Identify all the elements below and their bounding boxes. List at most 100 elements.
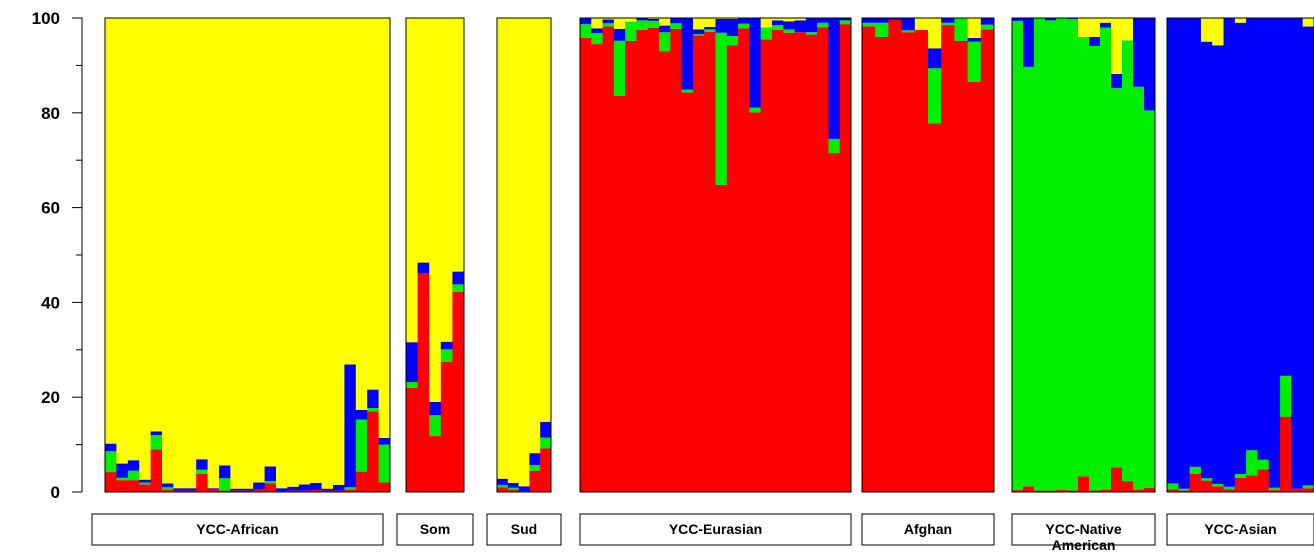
population-label-text: American	[1052, 537, 1116, 553]
bar-segment-blue	[591, 28, 603, 34]
bar-segment-red	[771, 29, 784, 492]
bar-segment-red	[647, 27, 660, 492]
bar-segment-green	[647, 20, 660, 28]
bar-segment-green	[406, 382, 418, 388]
population-panel	[579, 17, 852, 493]
bar-segment-green	[681, 89, 694, 93]
bar-segment-blue	[941, 18, 955, 23]
bar-segment-blue	[967, 37, 982, 42]
bar-segment-blue	[636, 18, 649, 21]
bar-segment-yellow	[310, 18, 322, 483]
bar-segment-red	[954, 40, 968, 492]
bar-segment-yellow	[783, 18, 795, 22]
bar-segment-red	[116, 480, 129, 492]
bar-segment-yellow	[659, 18, 671, 26]
bar-segment-green	[1144, 110, 1156, 488]
bar-segment-blue	[901, 18, 916, 31]
bar-segment-red	[344, 489, 357, 492]
population-panel	[496, 17, 552, 493]
bar-segment-blue	[241, 488, 254, 491]
bar-segment-blue	[1268, 18, 1281, 488]
bar-segment-blue	[783, 21, 795, 30]
bar-segment-red	[1257, 469, 1270, 492]
bar-segment-blue	[518, 486, 530, 492]
bar-segment-green	[367, 408, 379, 412]
bar-segment-blue	[1302, 26, 1314, 486]
bar-segment-blue	[670, 18, 683, 24]
panel-frame	[1166, 17, 1314, 493]
bar-segment-yellow	[760, 18, 773, 28]
bar-segment-yellow	[1122, 18, 1134, 41]
bar-segment-red	[173, 490, 186, 492]
bar-segment-blue	[980, 18, 995, 25]
bar-segment-yellow	[625, 18, 637, 22]
panel-frame	[1011, 17, 1156, 493]
bar-segment-red	[139, 484, 151, 492]
bar-segment-green	[659, 32, 671, 52]
bar-segment-green	[452, 284, 465, 292]
bar-segment-blue	[1257, 18, 1270, 460]
bar-segment-red	[150, 449, 163, 492]
bar-segment-red	[298, 490, 311, 492]
bar-segment-red	[1268, 490, 1281, 492]
bar-segment-blue	[1246, 18, 1258, 451]
bar-segment-blue	[1291, 18, 1304, 489]
bar-segment-blue	[1100, 22, 1112, 28]
label-box	[1011, 513, 1156, 546]
bar-segment-red	[580, 37, 592, 492]
bar-segment-red	[980, 29, 995, 492]
bar-segment-blue	[1012, 18, 1024, 21]
population-panel	[1011, 17, 1156, 493]
population-label-text: Som	[420, 521, 450, 537]
bar-segment-yellow	[276, 18, 288, 489]
bar-segment-red	[1167, 489, 1179, 492]
bar-segment-red	[127, 480, 140, 492]
bar-segment-red	[1200, 480, 1213, 492]
bar-segment-green	[828, 138, 841, 154]
bar-segment-yellow	[196, 18, 208, 460]
bar-segment-red	[529, 470, 541, 492]
bar-segment-red	[967, 81, 982, 493]
bar-segment-green	[105, 451, 117, 473]
bar-segment-yellow	[507, 18, 519, 483]
bar-segment-red	[1133, 489, 1145, 492]
bar-segment-green	[704, 29, 716, 32]
bar-segment-red	[1291, 488, 1304, 492]
bar-segment-blue	[749, 18, 762, 108]
bar-segment-blue	[928, 48, 942, 69]
bar-segment-red	[264, 483, 277, 492]
bar-segment-green	[1280, 375, 1292, 417]
bar-segment-green	[1100, 27, 1112, 490]
bar-segment-red	[1100, 489, 1112, 492]
bar-segment-green	[1167, 483, 1179, 490]
bar-segment-red	[1078, 476, 1090, 492]
bar-segment-red	[602, 26, 615, 493]
bar-segment-yellow	[1089, 18, 1101, 37]
bar-segment-blue	[1189, 18, 1202, 467]
population-label: Sud	[486, 513, 562, 546]
bar-segment-green	[1133, 86, 1145, 490]
population-panel	[861, 17, 995, 493]
bar-segment-yellow	[967, 18, 982, 38]
bar-segment-yellow	[914, 18, 929, 30]
bar-segment-blue	[692, 29, 705, 35]
bar-segment-blue	[805, 18, 818, 33]
bar-segment-blue	[417, 262, 430, 274]
bar-segment-blue	[344, 364, 357, 488]
bar-segment-yellow	[344, 18, 357, 365]
bar-segment-blue	[497, 478, 509, 485]
bar-segment-green	[591, 33, 603, 45]
y-tick-label: 80	[41, 104, 60, 123]
population-label: YCC-African	[91, 513, 384, 546]
bar-segment-yellow	[264, 18, 277, 467]
bar-segment-yellow	[1234, 18, 1247, 23]
bar-segment-blue	[173, 488, 186, 491]
bar-segment-green	[715, 32, 728, 185]
bar-segment-green	[540, 437, 552, 449]
bar-segment-red	[105, 472, 117, 492]
bar-segment-yellow	[452, 18, 465, 272]
bar-segment-yellow	[298, 18, 311, 485]
population-label: Som	[396, 513, 474, 546]
bar-segment-blue	[828, 18, 841, 139]
bar-segment-green	[1302, 485, 1314, 489]
